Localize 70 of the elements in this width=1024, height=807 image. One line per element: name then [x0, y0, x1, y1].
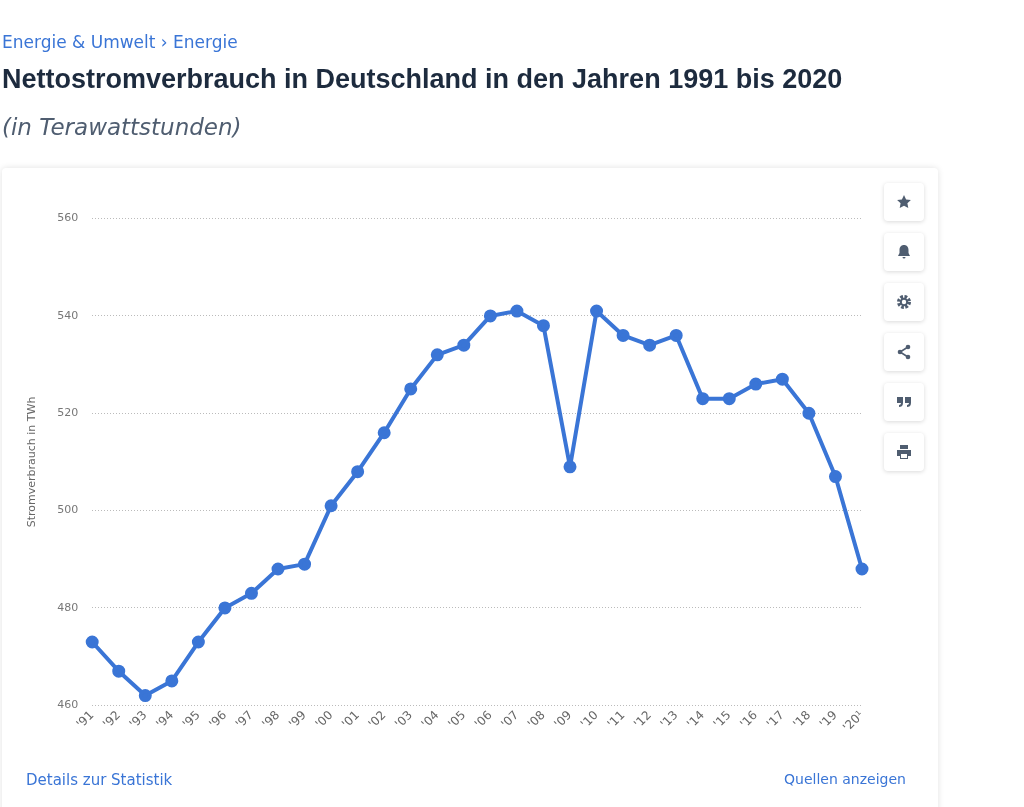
- x-tick-label: '02: [365, 707, 389, 731]
- point: [165, 674, 179, 688]
- x-tick-label: '20¹: [839, 707, 867, 735]
- x-tick-label: '04: [418, 707, 442, 731]
- point: [298, 557, 312, 571]
- source-note: Quellen anzeigen: [784, 771, 906, 787]
- x-tick-label: '93: [126, 707, 150, 731]
- point: [85, 635, 99, 649]
- x-tick-label: '06: [471, 707, 495, 731]
- x-tick-label: '07: [498, 707, 522, 731]
- point: [643, 338, 657, 352]
- point: [563, 460, 577, 474]
- x-tick-label: '96: [206, 707, 230, 731]
- x-tick-label: '95: [179, 707, 203, 731]
- x-tick-label: '94: [153, 707, 177, 731]
- point: [669, 328, 683, 342]
- point: [457, 338, 471, 352]
- point: [590, 304, 604, 318]
- x-tick-label: '15: [710, 707, 734, 731]
- x-tick-label: '92: [100, 707, 124, 731]
- point: [218, 601, 232, 615]
- point: [510, 304, 524, 318]
- y-tick-label: 480: [57, 600, 79, 614]
- point: [722, 392, 736, 406]
- text: Energie & Umwelt › Energie: [2, 32, 238, 52]
- x-tick-label: '03: [392, 707, 416, 731]
- point: [112, 664, 126, 678]
- x-tick-label: '08: [524, 707, 548, 731]
- x-tick-label: '16: [737, 707, 761, 731]
- x-tick-label: '99: [285, 707, 309, 731]
- y-tick-label: 540: [57, 308, 79, 322]
- point: [138, 689, 152, 703]
- x-tick-label: '19: [816, 707, 840, 731]
- point: [244, 586, 258, 600]
- point: [430, 348, 444, 362]
- x-tick-label: '00: [312, 707, 336, 731]
- x-tick-label: '14: [684, 707, 708, 731]
- point: [616, 328, 630, 342]
- x-tick-label: '18: [790, 707, 814, 731]
- x-tick-label: '97: [232, 707, 256, 731]
- point: [696, 392, 710, 406]
- x-tick-label: '05: [445, 707, 469, 731]
- point: [271, 562, 285, 576]
- point: [749, 377, 763, 391]
- x-tick-label: '17: [763, 707, 787, 731]
- point: [324, 499, 338, 513]
- y-tick-label: 560: [57, 211, 79, 225]
- x-tick-label: '09: [551, 707, 575, 731]
- text: Details zur Statistik: [26, 771, 173, 789]
- chart-subtitle: (in Terawattstunden): [2, 114, 242, 140]
- point: [191, 635, 205, 649]
- x-tick-label: '10: [577, 707, 601, 731]
- chart-title: Nettostromverbrauch in Deutschland in den Jahren 1991 bis 2020: [2, 64, 843, 95]
- point: [828, 470, 842, 484]
- point: [775, 372, 789, 386]
- point: [377, 426, 391, 440]
- y-axis-title: Stromverbrauch in TWh: [25, 396, 39, 528]
- y-tick-label: 500: [57, 503, 79, 517]
- y-tick-label: 520: [57, 406, 79, 420]
- x-tick-label: '13: [657, 707, 681, 731]
- x-tick-label: '98: [259, 707, 283, 731]
- point: [351, 465, 365, 479]
- point: [536, 319, 550, 333]
- point: [404, 382, 418, 396]
- x-tick-label: '11: [604, 707, 628, 731]
- x-tick-label: '12: [630, 707, 654, 731]
- x-tick-label: '01: [338, 707, 362, 731]
- point: [483, 309, 497, 323]
- point: [802, 406, 816, 420]
- point: [855, 562, 869, 576]
